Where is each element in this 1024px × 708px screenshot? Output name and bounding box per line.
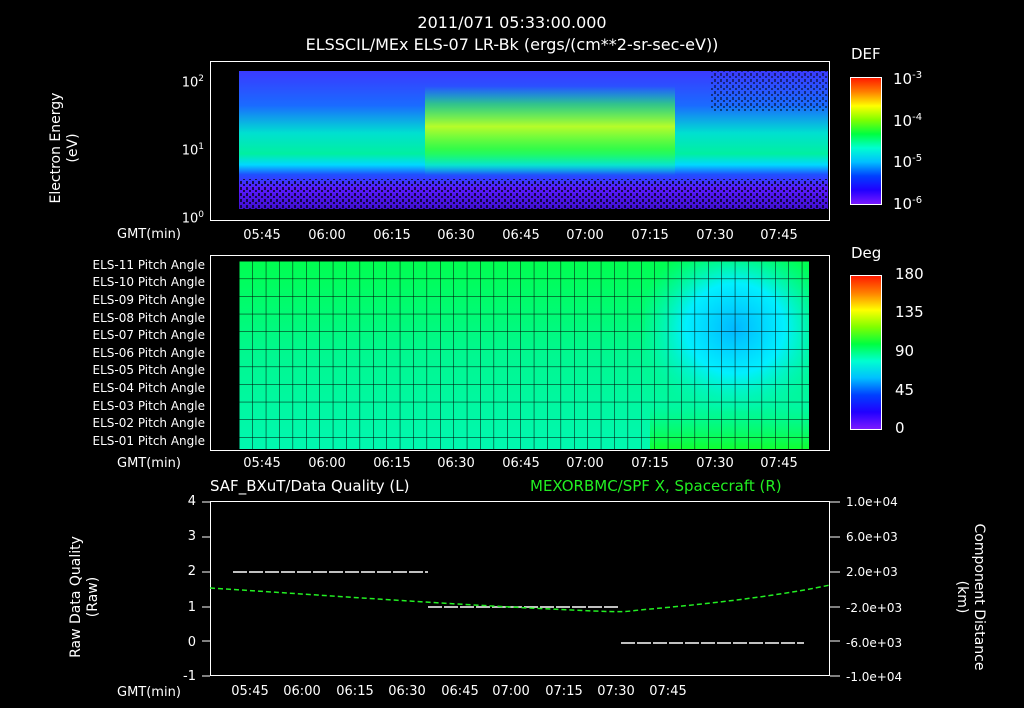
xtick: 06:15 [373, 228, 411, 243]
xtick: 06:30 [437, 228, 475, 243]
xtick: 07:45 [649, 684, 687, 699]
left-series-title: SAF_BXuT/Data Quality (L) [210, 477, 410, 495]
xtick: 07:00 [492, 684, 530, 699]
xtick: 07:00 [566, 228, 604, 243]
row-label: ELS-09 Pitch Angle [92, 293, 205, 307]
ylabel-line2: (Raw) [85, 576, 101, 618]
ylabel-line1: Electron Energy [48, 92, 64, 204]
xtick: 07:45 [760, 456, 798, 471]
cbar-def-tick-2: 10-5 [893, 153, 923, 171]
row-label: ELS-02 Pitch Angle [92, 416, 205, 430]
cbar-def-tick-3: 10-6 [893, 195, 923, 213]
cbar-def-tick-0: 10-3 [893, 70, 923, 88]
ytick-right: -1.0e+04 [846, 670, 903, 684]
row-label: ELS-05 Pitch Angle [92, 363, 205, 377]
colorbar-def-title: DEF [851, 45, 881, 63]
xtick: 07:30 [597, 684, 635, 699]
ytick-right: 6.0e+03 [846, 530, 898, 544]
data-quality-plot [202, 501, 840, 677]
ytick-right: 2.0e+03 [846, 565, 898, 579]
xtick: 07:15 [631, 228, 669, 243]
cbar-deg-tick: 135 [895, 303, 924, 321]
row-label: ELS-08 Pitch Angle [92, 311, 205, 325]
energy-spectrogram [210, 61, 830, 221]
ytick-left: 0 [187, 635, 196, 650]
xtick: 07:00 [566, 456, 604, 471]
ytick-right: 1.0e+04 [846, 495, 898, 509]
xtick: 06:15 [373, 456, 411, 471]
xtick: 06:45 [441, 684, 479, 699]
ylabel-line1: Raw Data Quality [68, 536, 84, 658]
xtick: 07:15 [631, 456, 669, 471]
xtick: 06:00 [283, 684, 321, 699]
xtick: 07:15 [545, 684, 583, 699]
cbar-deg-tick: 45 [895, 381, 915, 399]
row-label: ELS-04 Pitch Angle [92, 381, 205, 395]
row-label: ELS-01 Pitch Angle [92, 434, 205, 448]
ytick-left: 3 [187, 529, 196, 544]
ylabel-line2: (km) [954, 580, 970, 614]
colorbar-def [850, 77, 882, 205]
panel1-ylabel: Electron Energy (eV) [48, 73, 82, 223]
row-label: ELS-10 Pitch Angle [92, 275, 205, 289]
xtick: 06:45 [502, 228, 540, 243]
ylabel-line2: (eV) [65, 133, 81, 163]
ytick-left: 2 [187, 564, 196, 579]
xtick: 05:45 [243, 228, 281, 243]
cbar-deg-tick: 90 [895, 342, 915, 360]
xtick: 07:30 [696, 228, 734, 243]
xtick: 06:45 [502, 456, 540, 471]
colorbar-deg [850, 275, 882, 430]
row-label: ELS-03 Pitch Angle [92, 399, 205, 413]
panel3-left-ylabel: Raw Data Quality (Raw) [68, 512, 102, 682]
xtick: 07:30 [696, 456, 734, 471]
xtick: 07:45 [760, 228, 798, 243]
colorbar-deg-title: Deg [851, 244, 882, 262]
plot-datetime: 2011/071 05:33:00.000 [417, 13, 607, 32]
panel3-right-ylabel: Component Distance (km) [953, 512, 987, 682]
xaxis-label: GMT(min) [117, 456, 181, 471]
ytick-1: 100 [181, 210, 204, 227]
ytick-right: -6.0e+03 [846, 636, 903, 650]
xtick: 06:15 [336, 684, 374, 699]
row-label: ELS-07 Pitch Angle [92, 328, 205, 342]
xtick: 06:30 [437, 456, 475, 471]
ytick-left: -1 [183, 669, 196, 684]
xtick: 06:30 [388, 684, 426, 699]
ytick-left: 4 [187, 494, 196, 509]
ytick-100: 102 [181, 74, 204, 91]
xtick: 05:45 [231, 684, 269, 699]
ytick-10: 101 [181, 142, 204, 159]
plot-title: ELSSCIL/MEx ELS-07 LR-Bk (ergs/(cm**2-sr… [305, 35, 719, 54]
xtick: 06:00 [308, 456, 346, 471]
cbar-deg-tick: 180 [895, 265, 924, 283]
cbar-deg-tick: 0 [895, 419, 905, 437]
xtick: 06:00 [308, 228, 346, 243]
pitch-angle-heatmap [210, 255, 830, 451]
row-label: ELS-06 Pitch Angle [92, 346, 205, 360]
right-series-title: MEXORBMC/SPF X, Spacecraft (R) [530, 477, 782, 495]
cbar-def-tick-1: 10-4 [893, 112, 923, 130]
xaxis-label: GMT(min) [117, 227, 181, 242]
xaxis-label: GMT(min) [117, 685, 181, 700]
ytick-left: 1 [187, 600, 196, 615]
ylabel-line1: Component Distance [971, 523, 987, 671]
row-label: ELS-11 Pitch Angle [92, 258, 205, 272]
xtick: 05:45 [243, 456, 281, 471]
ytick-right: -2.0e+03 [846, 601, 903, 615]
